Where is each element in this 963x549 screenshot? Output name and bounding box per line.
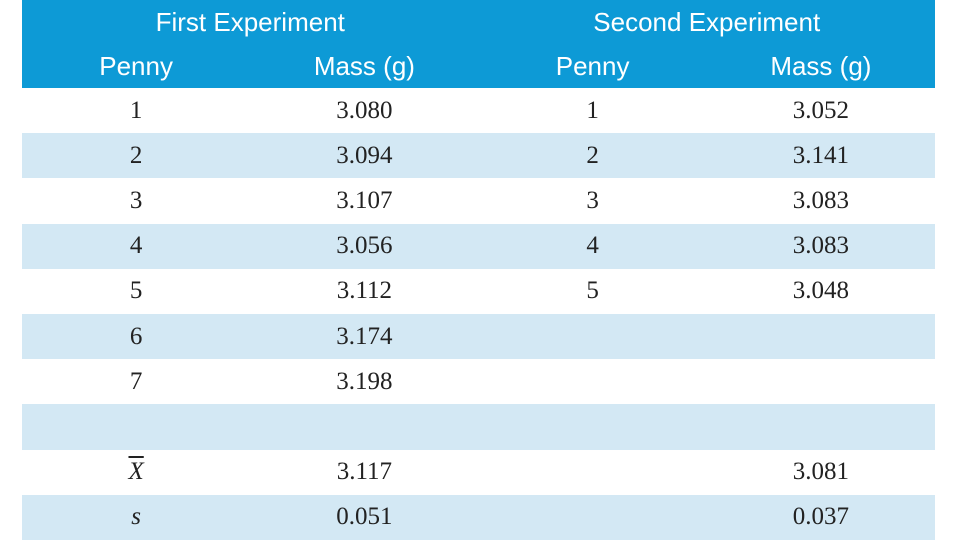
cell: 1	[586, 96, 599, 124]
group-header-row: First Experiment Second Experiment	[22, 0, 935, 44]
cell: 3	[586, 186, 599, 214]
cell: 3.174	[336, 322, 393, 350]
summary-value: 0.051	[336, 503, 393, 531]
cell: 3.083	[792, 232, 849, 260]
group-title: Second Experiment	[593, 6, 821, 37]
cell: 3.080	[336, 96, 393, 124]
cell: 7	[129, 367, 143, 395]
data-row	[22, 404, 935, 450]
column-header-row: Penny Mass (g) Penny Mass (g)	[22, 44, 935, 88]
summary-row: X 3.117 3.081	[22, 450, 935, 495]
column-header: Penny	[555, 50, 630, 81]
column-header: Mass (g)	[770, 50, 872, 81]
cell: 3.107	[336, 186, 393, 214]
cell: 5	[129, 277, 143, 305]
cell: 4	[129, 232, 143, 260]
cell: 4	[586, 232, 599, 260]
summary-label: s	[22, 503, 250, 531]
summary-label: X	[22, 458, 250, 486]
summary-symbol: s	[131, 503, 141, 531]
cell: 6	[129, 322, 143, 350]
summary-value: 3.117	[336, 458, 393, 486]
table: First Experiment Second Experiment Penny Ma…	[22, 0, 935, 540]
cell: 3.052	[792, 96, 849, 124]
summary-value: 3.081	[792, 458, 849, 486]
summary-symbol: X	[128, 458, 144, 486]
cell: 3.198	[336, 367, 393, 395]
column-header: Mass (g)	[313, 50, 415, 81]
cell: 5	[586, 277, 599, 305]
cell: 3	[129, 186, 143, 214]
data-row: 4 3.056 4 3.083	[22, 223, 935, 269]
data-row: 3 3.107 3 3.083	[22, 178, 935, 223]
cell: 3.141	[792, 141, 849, 169]
data-row: 5 3.112 5 3.048	[22, 269, 935, 314]
cell: 3.112	[336, 277, 393, 305]
cell: 3.094	[336, 141, 393, 169]
cell: 1	[129, 96, 143, 124]
data-row: 2 3.094 2 3.141	[22, 133, 935, 179]
data-row: 7 3.198	[22, 359, 935, 404]
summary-value: 0.037	[792, 503, 849, 531]
summary-row: s 0.051 0.037	[22, 494, 935, 540]
column-header: Penny	[99, 50, 173, 81]
cell: 3.056	[336, 232, 393, 260]
data-row: 1 3.080 1 3.052	[22, 88, 935, 133]
cell: 2	[129, 141, 143, 169]
data-row: 6 3.174	[22, 313, 935, 360]
cell: 2	[586, 141, 599, 169]
cell: 3.083	[792, 186, 849, 214]
cell: 3.048	[792, 277, 849, 305]
group-title: First Experiment	[155, 6, 345, 37]
